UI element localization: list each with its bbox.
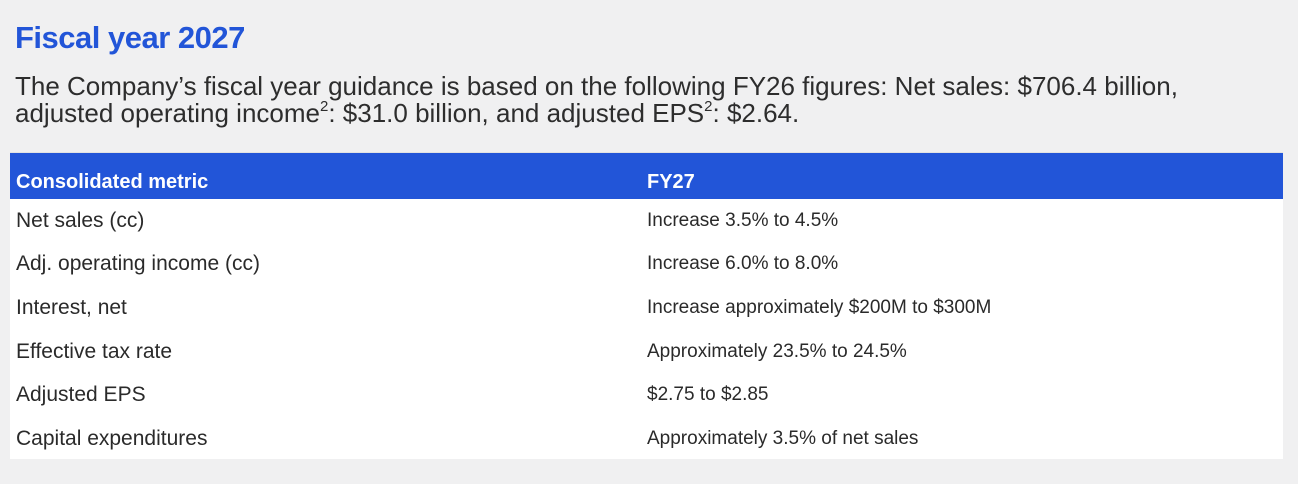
table-row: Capital expenditures Approximately 3.5% …	[10, 417, 1283, 461]
table-row: Adj. operating income (cc) Increase 6.0%…	[10, 243, 1283, 287]
fy27-cell: Approximately 3.5% of net sales	[647, 427, 919, 449]
metric-cell: Adj. operating income (cc)	[16, 252, 260, 276]
guidance-table: Consolidated metric FY27 Net sales (cc) …	[10, 152, 1283, 459]
intro-text-4: : $2.64.	[712, 98, 800, 128]
table-row: Effective tax rate Approximately 23.5% t…	[10, 330, 1283, 374]
intro-text-3: : $31.0 billion, and adjusted EPS	[328, 98, 705, 128]
fy27-cell: Approximately 23.5% to 24.5%	[647, 340, 907, 362]
intro-text-1: The Company’s fiscal year guidance is ba…	[15, 71, 1178, 101]
metric-cell: Adjusted EPS	[16, 383, 146, 407]
guidance-intro: The Company’s fiscal year guidance is ba…	[15, 73, 1285, 127]
footnote-ref: 2	[319, 97, 329, 115]
metric-cell: Effective tax rate	[16, 339, 173, 363]
metric-cell: Interest, net	[16, 295, 127, 319]
column-header-fy27: FY27	[647, 171, 695, 193]
footnote-ref: 2	[704, 97, 713, 115]
table-row: Adjusted EPS $2.75 to $2.85	[10, 373, 1283, 417]
table-row: Interest, net Increase approximately $20…	[10, 286, 1283, 330]
page-title: Fiscal year 2027	[15, 20, 245, 55]
table-header: Consolidated metric FY27	[10, 153, 1283, 199]
metric-cell: Capital expenditures	[16, 426, 208, 450]
column-header-metric: Consolidated metric	[16, 171, 209, 193]
fy27-cell: $2.75 to $2.85	[647, 384, 769, 406]
fy27-cell: Increase 6.0% to 8.0%	[647, 253, 839, 275]
fy27-cell: Increase 3.5% to 4.5%	[647, 209, 839, 231]
fy27-cell: Increase approximately $200M to $300M	[647, 296, 992, 318]
table-row: Net sales (cc) Increase 3.5% to 4.5%	[10, 199, 1283, 243]
intro-text-2: adjusted operating income	[15, 98, 320, 128]
metric-cell: Net sales (cc)	[16, 208, 145, 232]
